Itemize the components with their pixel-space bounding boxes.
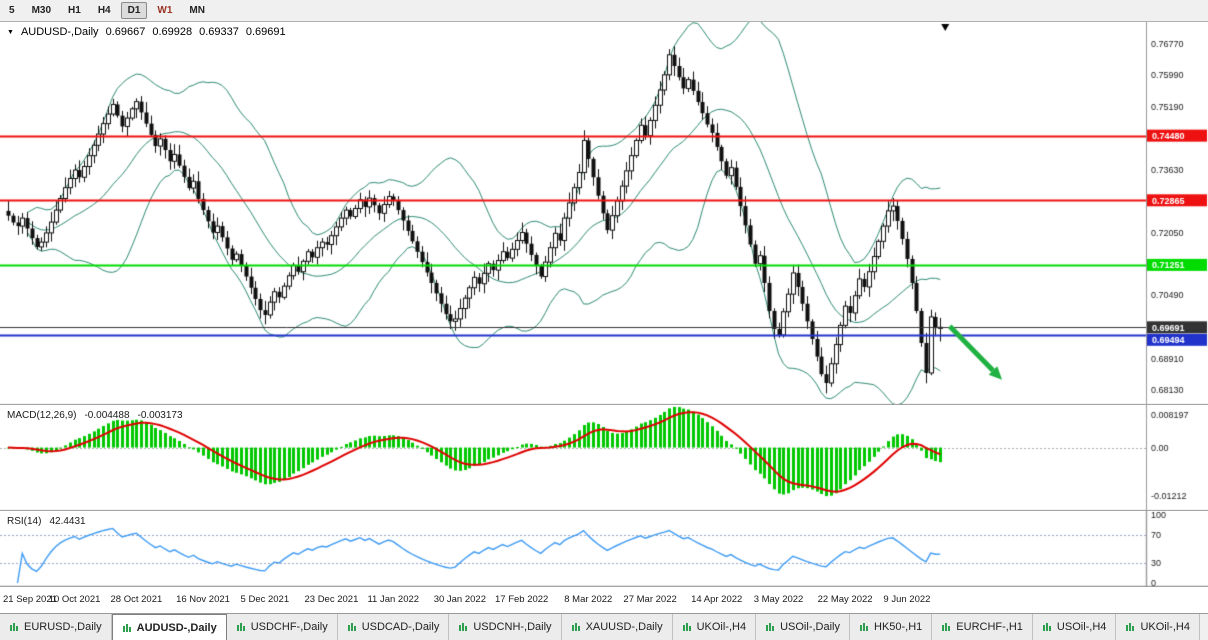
date-axis: 21 Sep 2021 10 Oct 2021 28 Oct 2021 16 Nov … <box>0 587 1146 613</box>
chart-title: ▼ AUDUSD-,Daily 0.69667 0.69928 0.69337 … <box>7 26 286 38</box>
date-label: 23 Dec 2021 <box>304 594 359 605</box>
tab-ukoil-h4[interactable]: UKOil-,H4 <box>672 614 757 640</box>
date-label: 22 May 2022 <box>817 594 873 605</box>
chart-area: ▼ AUDUSD-,Daily 0.69667 0.69928 0.69337 … <box>0 22 1208 613</box>
price-chart-canvas[interactable] <box>0 22 1208 405</box>
timeframe-button-m30[interactable]: M30 <box>31 5 52 16</box>
chart-icon <box>682 622 692 632</box>
ohlc-high: 0.69928 <box>152 26 193 38</box>
date-label: 3 May 2022 <box>753 594 804 605</box>
chart-icon <box>1042 622 1052 632</box>
macd-indicator-label: MACD(12,26,9) -0.004488 -0.003173 <box>7 410 183 421</box>
date-label: 16 Nov 2021 <box>176 594 230 605</box>
tab-hk50-h1[interactable]: HK50-,H1 <box>850 614 933 640</box>
chart-icon <box>236 622 246 632</box>
tab-usdchf-daily[interactable]: USDCHF-,Daily <box>226 614 338 640</box>
timeframe-button-h4[interactable]: H4 <box>97 5 111 16</box>
macd-value: -0.004488 <box>84 410 130 421</box>
symbol-tab-bar: EURUSD-,Daily AUDUSD-,Daily USDCHF-,Daily U… <box>0 613 1208 640</box>
macd-name: MACD(12,26,9) <box>7 410 77 421</box>
macd-panel-canvas[interactable] <box>0 405 1208 511</box>
chart-icon <box>458 622 468 632</box>
tab-label: USDCNH-,Daily <box>473 621 552 633</box>
tab-eurchf-h1[interactable]: EURCHF-,H1 <box>932 614 1033 640</box>
chart-icon <box>9 622 19 632</box>
tab-label: AUDUSD-,Daily <box>136 621 217 634</box>
tab-label: USOil-,H4 <box>1056 621 1107 633</box>
rsi-indicator-label: RSI(14) 42.4431 <box>7 516 86 527</box>
chart-icon <box>765 622 775 632</box>
chart-icon <box>859 622 869 632</box>
tab-label: UKOil-,H4 <box>696 621 747 633</box>
date-label: 14 Apr 2022 <box>691 594 743 605</box>
date-label: 11 Jan 2022 <box>367 594 420 605</box>
tab-label: HK50-,H1 <box>874 621 923 633</box>
tab-label: XAUUSD-,Daily <box>585 621 663 633</box>
date-label: 10 Oct 2021 <box>48 594 101 605</box>
rsi-value: 42.4431 <box>49 516 86 527</box>
ohlc-open: 0.69667 <box>105 26 146 38</box>
tab-audusd-daily[interactable]: AUDUSD-,Daily <box>111 614 227 640</box>
timeframe-toolbar: 5 M30 H1 H4 D1 W1 MN <box>0 0 1208 22</box>
tab-usdcad-daily[interactable]: USDCAD-,Daily <box>337 614 450 640</box>
date-label: 8 Mar 2022 <box>564 594 613 605</box>
tab-label: UKOil-,H4 <box>1140 621 1190 633</box>
macd-signal-value: -0.003173 <box>137 410 183 421</box>
date-label: 30 Jan 2022 <box>433 594 486 605</box>
timeframe-button-w1[interactable]: W1 <box>157 5 173 16</box>
tab-ukoil-h4[interactable]: UKOil-,H4 <box>1116 614 1200 640</box>
tab-label: USDCHF-,Daily <box>250 621 328 633</box>
tab-usoil-h4[interactable]: USOil-,H4 <box>1032 614 1117 640</box>
ohlc-close: 0.69691 <box>245 26 286 38</box>
timeframe-button-5[interactable]: 5 <box>9 5 15 16</box>
date-label: 28 Oct 2021 <box>110 594 163 605</box>
timeframe-button-d1[interactable]: D1 <box>120 2 148 19</box>
tab-label: EURCHF-,H1 <box>956 621 1023 633</box>
tab-usdcnh-daily[interactable]: USDCNH-,Daily <box>449 614 562 640</box>
timeframe-button-mn[interactable]: MN <box>189 5 205 16</box>
date-label: 9 Jun 2022 <box>883 594 931 605</box>
chart-symbol-label: AUDUSD-,Daily <box>20 26 99 38</box>
timeframe-button-h1[interactable]: H1 <box>68 5 81 16</box>
date-label: 5 Dec 2021 <box>240 594 290 605</box>
tab-label: USDCAD-,Daily <box>361 621 440 633</box>
tab-label: EURUSD-,Daily <box>24 621 102 633</box>
rsi-name: RSI(14) <box>7 516 42 527</box>
date-label: 21 Sep 2021 <box>3 594 57 605</box>
tab-label: USOil-,Daily <box>780 621 840 633</box>
chart-icon <box>347 622 357 632</box>
date-label: 17 Feb 2022 <box>494 594 549 605</box>
rsi-panel-canvas[interactable] <box>0 511 1208 587</box>
chart-icon <box>941 622 951 632</box>
tab-xauusd-daily[interactable]: XAUUSD-,Daily <box>561 614 673 640</box>
chart-icon <box>1125 622 1135 632</box>
collapse-triangle-icon[interactable]: ▼ <box>7 28 14 36</box>
chart-icon <box>122 623 132 633</box>
tab-usoil-daily[interactable]: USOil-,Daily <box>756 614 850 640</box>
ohlc-low: 0.69337 <box>199 26 239 38</box>
chart-icon <box>571 622 581 632</box>
date-label: 27 Mar 2022 <box>623 594 677 605</box>
tab-eurusd-daily[interactable]: EURUSD-,Daily <box>0 614 112 640</box>
